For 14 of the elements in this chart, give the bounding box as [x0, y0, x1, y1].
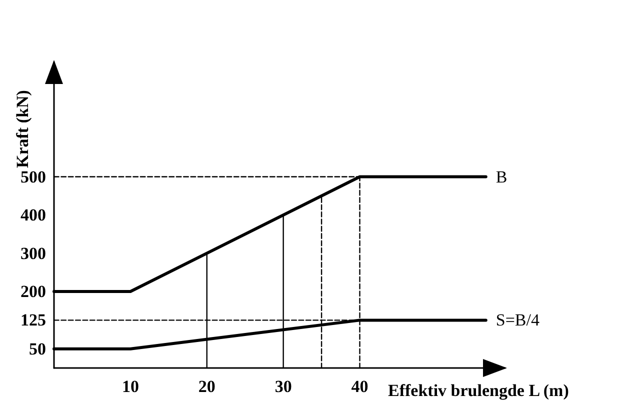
y-tick-label: 50 [29, 339, 46, 358]
series-label: S=B/4 [496, 310, 540, 330]
y-tick-label: 125 [20, 310, 46, 330]
y-axis-title: Kraft (kN) [13, 90, 32, 168]
y-tick-label: 500 [20, 167, 46, 186]
x-axis-title: Effektiv brulengde L (m) [388, 381, 569, 400]
series-label: B [496, 167, 508, 186]
y-tick-label: 400 [20, 206, 46, 224]
x-tick-label: 20 [198, 377, 216, 396]
y-tick-label: 200 [20, 282, 46, 301]
x-tick-label: 30 [274, 377, 292, 396]
y-tick-label: 300 [20, 244, 46, 263]
x-tick-label: 10 [122, 377, 139, 396]
x-tick-label: 40 [351, 377, 368, 396]
